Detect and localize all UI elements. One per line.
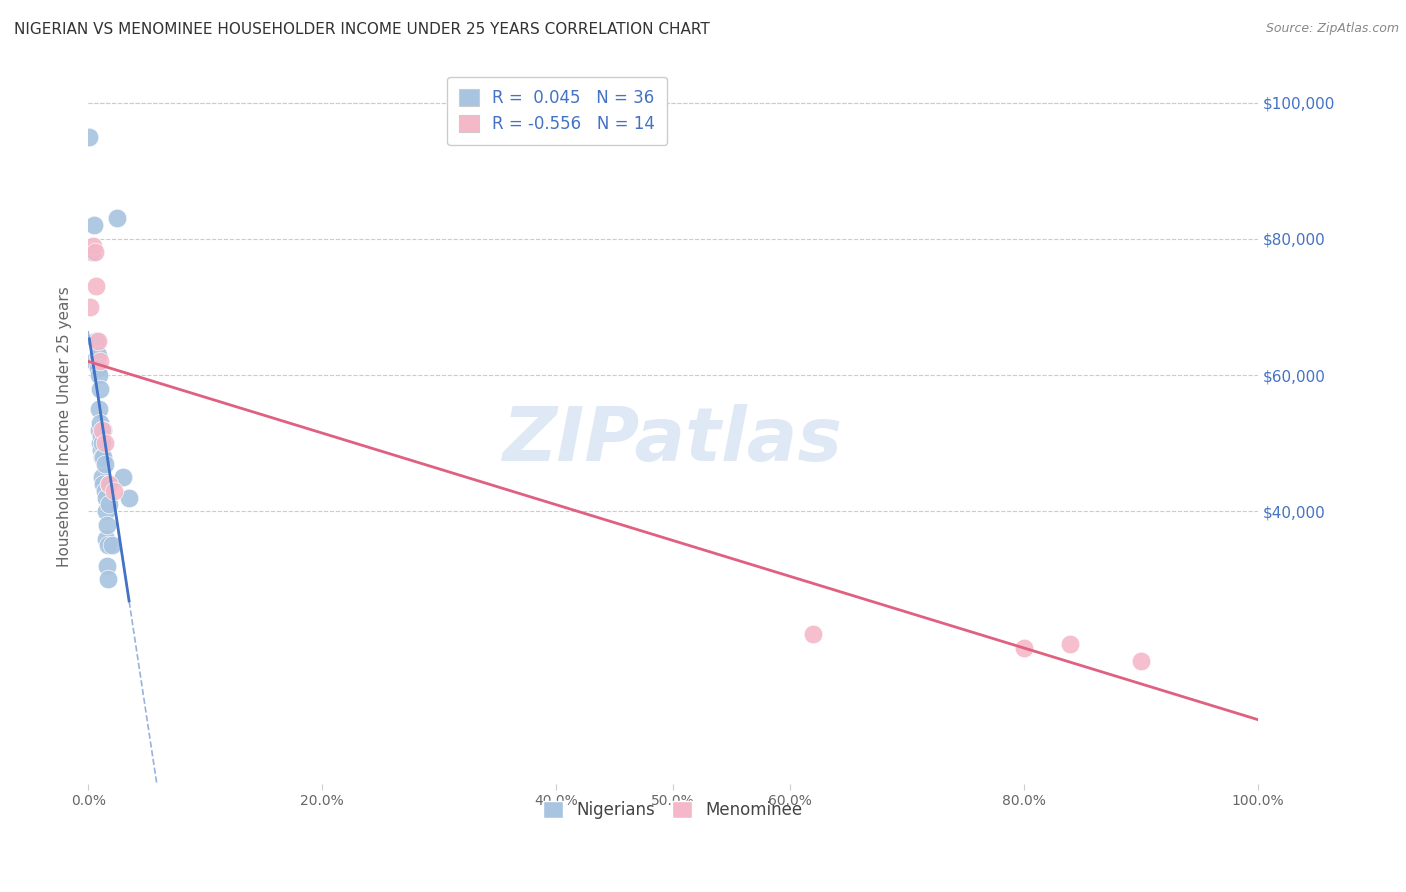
Text: Source: ZipAtlas.com: Source: ZipAtlas.com: [1265, 22, 1399, 36]
Point: [93, 436, 115, 450]
Point: [1129, 654, 1152, 668]
Point: [96, 558, 118, 573]
Point: [79, 129, 101, 144]
Point: [93, 477, 115, 491]
Text: ZIPatlas: ZIPatlas: [503, 404, 842, 477]
Point: [87, 368, 110, 382]
Point: [84, 245, 107, 260]
Point: [86, 334, 108, 348]
Point: [100, 538, 122, 552]
Point: [103, 483, 125, 498]
Point: [98, 477, 121, 491]
Point: [93, 457, 115, 471]
Point: [93, 423, 115, 437]
Point: [97, 538, 120, 552]
Point: [87, 423, 110, 437]
Point: [91, 450, 114, 464]
Point: [89, 436, 111, 450]
Point: [1059, 637, 1081, 651]
Point: [83, 218, 105, 232]
Point: [89, 354, 111, 368]
Point: [94, 532, 117, 546]
Y-axis label: Householder Income Under 25 years: Householder Income Under 25 years: [58, 285, 72, 566]
Point: [86, 361, 108, 376]
Point: [91, 470, 114, 484]
Point: [118, 491, 141, 505]
Point: [94, 504, 117, 518]
Point: [90, 442, 112, 457]
Point: [1012, 640, 1035, 655]
Point: [86, 279, 108, 293]
Point: [79, 300, 101, 314]
Point: [93, 483, 115, 498]
Point: [91, 436, 114, 450]
Point: [89, 382, 111, 396]
Point: [93, 450, 115, 464]
Legend: Nigerians, Menominee: Nigerians, Menominee: [537, 794, 808, 825]
Point: [87, 402, 110, 417]
Point: [96, 517, 118, 532]
Point: [80, 245, 103, 260]
Text: NIGERIAN VS MENOMINEE HOUSEHOLDER INCOME UNDER 25 YEARS CORRELATION CHART: NIGERIAN VS MENOMINEE HOUSEHOLDER INCOME…: [14, 22, 710, 37]
Point: [98, 477, 121, 491]
Point: [105, 211, 128, 226]
Point: [86, 334, 108, 348]
Point: [82, 238, 104, 252]
Point: [90, 429, 112, 443]
Point: [86, 348, 108, 362]
Point: [83, 354, 105, 368]
Point: [801, 627, 824, 641]
Point: [97, 573, 120, 587]
Point: [112, 470, 135, 484]
Point: [94, 491, 117, 505]
Point: [98, 498, 121, 512]
Point: [91, 423, 114, 437]
Point: [89, 416, 111, 430]
